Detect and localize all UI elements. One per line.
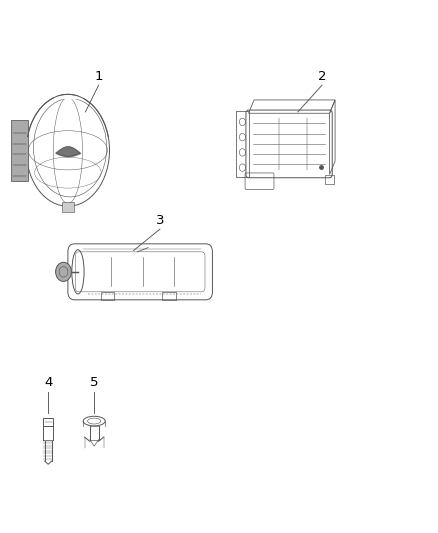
Text: 3: 3 <box>155 214 164 227</box>
Bar <box>62 202 74 212</box>
Text: 2: 2 <box>318 70 326 83</box>
Bar <box>162 292 176 301</box>
Text: 4: 4 <box>44 376 53 389</box>
Bar <box>101 292 114 301</box>
Bar <box>43 418 53 426</box>
Bar <box>325 175 334 184</box>
Circle shape <box>56 262 71 281</box>
Text: 5: 5 <box>90 376 99 389</box>
Bar <box>237 111 249 177</box>
Bar <box>11 119 28 181</box>
Text: 1: 1 <box>94 70 103 83</box>
